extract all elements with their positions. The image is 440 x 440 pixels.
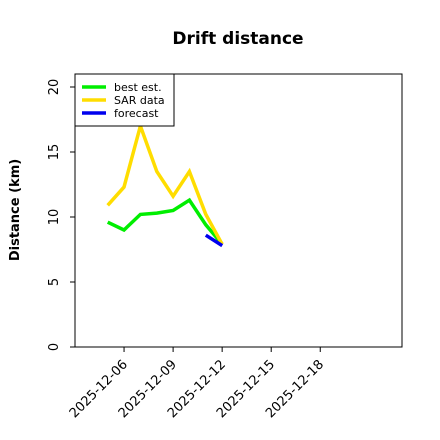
y-tick-label: 0: [47, 343, 62, 351]
series-line-0: [106, 197, 224, 246]
x-axis: 2025-12-062025-12-092025-12-122025-12-15…: [67, 347, 327, 421]
y-tick-label: 20: [47, 79, 62, 96]
plot-frame: [74, 73, 403, 348]
legend-label: best est.: [114, 81, 162, 94]
legend-label: SAR data: [114, 94, 165, 107]
y-tick-label: 15: [47, 144, 62, 161]
series-line-1: [106, 120, 224, 246]
y-axis: 0 5 10 15 20: [47, 79, 75, 351]
series-layer: [106, 120, 224, 248]
y-tick-label: 5: [47, 278, 62, 286]
y-tick-label: 10: [47, 209, 62, 226]
chart-title: Drift distance: [172, 29, 303, 49]
series-line-2: [204, 233, 224, 248]
y-axis-label: Distance (km): [8, 159, 23, 261]
legend-label: forecast: [114, 107, 159, 120]
